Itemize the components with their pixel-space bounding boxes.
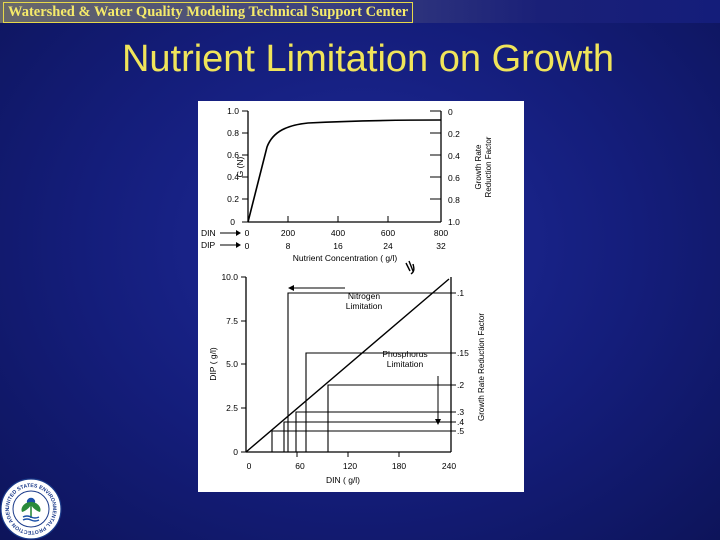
bottom-x-tick-marks bbox=[296, 452, 400, 457]
top-left-tick-label: 0.2 bbox=[227, 194, 239, 204]
phosphorus-pointer-head bbox=[435, 419, 441, 425]
bottom-x-tick-label: 240 bbox=[442, 461, 456, 471]
bottom-y-tick-label: 5.0 bbox=[226, 359, 238, 369]
bottom-x-tick-label: 60 bbox=[295, 461, 305, 471]
din-tick-label: 0 bbox=[245, 228, 250, 238]
dip-row-label: DIP bbox=[201, 240, 216, 250]
bottom-y-tick-label: 7.5 bbox=[226, 316, 238, 326]
dip-tick-label: 24 bbox=[383, 241, 393, 251]
top-right-axis-label: Growth Rate bbox=[474, 144, 483, 189]
bottom-right-tick-label: .5 bbox=[457, 426, 464, 436]
top-x-axis-label: Nutrient Concentration ( g/l) bbox=[293, 253, 398, 263]
bottom-x-tick-label: 120 bbox=[343, 461, 357, 471]
din-row-label: DIN bbox=[201, 228, 216, 238]
bottom-y-axis-label: DIP ( g/l) bbox=[208, 347, 218, 381]
top-left-tick-label: 1.0 bbox=[227, 106, 239, 116]
figure-svg: 1.0 0.8 0.6 0.4 0.2 0 G (N) 0 0.2 0.4 0.… bbox=[201, 106, 493, 485]
nutrient-limitation-figure: 1.0 0.8 0.6 0.4 0.2 0 G (N) 0 0.2 0.4 0.… bbox=[198, 101, 524, 492]
top-right-tick-label: 0.2 bbox=[448, 129, 460, 139]
bottom-left-tick-marks bbox=[241, 276, 246, 453]
nitrogen-limitation-label: Limitation bbox=[346, 301, 383, 311]
top-left-tick-label: 0 bbox=[230, 217, 235, 227]
header-title: Watershed & Water Quality Modeling Techn… bbox=[3, 2, 414, 23]
top-bottom-tick-marks bbox=[287, 216, 389, 222]
din-tick-label: 800 bbox=[434, 228, 448, 238]
din-tick-label: 400 bbox=[331, 228, 345, 238]
bottom-right-tick-label: .1 bbox=[457, 288, 464, 298]
top-right-tick-label: 0.6 bbox=[448, 173, 460, 183]
dip-tick-label: 0 bbox=[245, 241, 250, 251]
limitation-boundary-line bbox=[245, 278, 450, 453]
header-bar: Watershed & Water Quality Modeling Techn… bbox=[0, 0, 720, 23]
micro-mark-icon bbox=[405, 260, 415, 275]
top-right-tick-label: 1.0 bbox=[448, 217, 460, 227]
din-tick-label: 200 bbox=[281, 228, 295, 238]
top-left-tick-marks bbox=[242, 110, 248, 223]
bottom-right-tick-label: .2 bbox=[457, 380, 464, 390]
din-arrow-head bbox=[236, 230, 241, 236]
isopleth-lines bbox=[271, 292, 451, 452]
phosphorus-limitation-label: Limitation bbox=[387, 359, 424, 369]
phosphorus-limitation-label: Phosphorus bbox=[382, 349, 427, 359]
top-left-tick-label: 0.6 bbox=[227, 150, 239, 160]
growth-curve bbox=[247, 119, 442, 223]
dip-tick-label: 16 bbox=[333, 241, 343, 251]
bottom-right-tick-marks bbox=[451, 292, 456, 432]
dip-tick-label: 32 bbox=[436, 241, 446, 251]
top-right-axis-label: Reduction Factor bbox=[484, 136, 493, 197]
nitrogen-limitation-label: Nitrogen bbox=[348, 291, 380, 301]
slide-title: Nutrient Limitation on Growth bbox=[121, 38, 615, 80]
bottom-right-tick-label: .4 bbox=[457, 417, 464, 427]
top-left-tick-label: 0.8 bbox=[227, 128, 239, 138]
bottom-y-tick-label: 2.5 bbox=[226, 403, 238, 413]
bottom-y-tick-label: 0 bbox=[233, 447, 238, 457]
top-left-tick-label: 0.4 bbox=[227, 172, 239, 182]
top-right-tick-label: 0.8 bbox=[448, 195, 460, 205]
top-right-tick-label: 0.4 bbox=[448, 151, 460, 161]
dip-arrow-head bbox=[236, 242, 241, 248]
bottom-right-tick-label: .15 bbox=[457, 348, 469, 358]
din-tick-label: 600 bbox=[381, 228, 395, 238]
top-right-tick-label: 0 bbox=[448, 107, 453, 117]
dip-tick-label: 8 bbox=[286, 241, 291, 251]
bottom-x-tick-label: 0 bbox=[247, 461, 252, 471]
bottom-x-tick-label: 180 bbox=[392, 461, 406, 471]
top-left-axis-label: G (N) bbox=[235, 156, 245, 177]
nitrogen-pointer-head bbox=[288, 285, 294, 291]
bottom-right-axis-label: Growth Rate Reduction Factor bbox=[477, 313, 486, 421]
bottom-y-tick-label: 10.0 bbox=[221, 272, 238, 282]
top-right-tick-marks bbox=[430, 110, 441, 223]
epa-seal-icon: UNITED STATES ENVIRONMENTAL PROTECTION A… bbox=[0, 478, 62, 540]
bottom-right-tick-label: .3 bbox=[457, 407, 464, 417]
bottom-x-axis-label: DIN ( g/l) bbox=[326, 475, 360, 485]
